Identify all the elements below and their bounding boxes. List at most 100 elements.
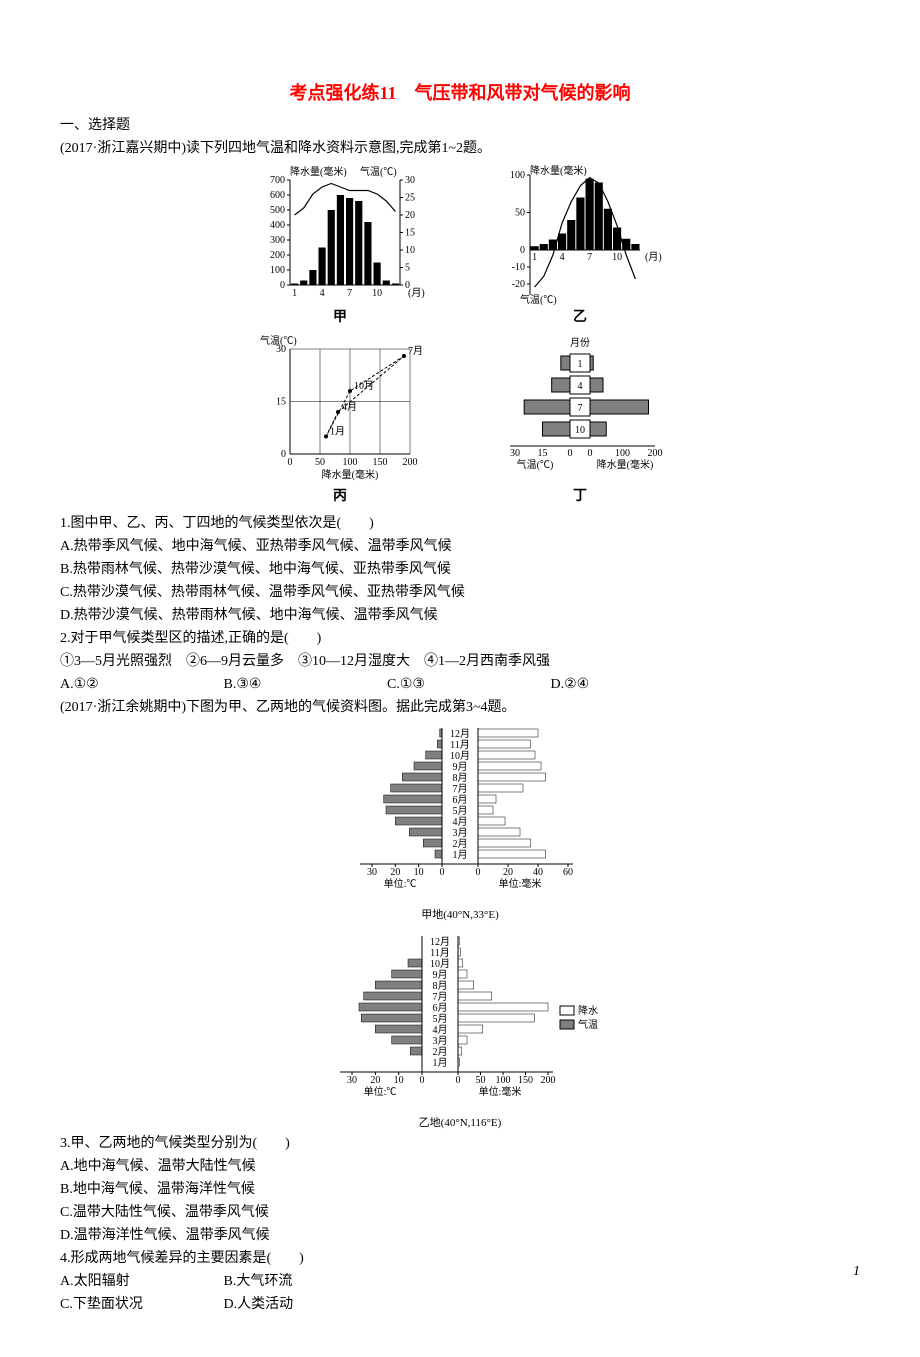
svg-text:20: 20	[390, 867, 400, 878]
chart-jia2-sublabel: 甲地(40°N,33°E)	[60, 907, 860, 924]
svg-text:40: 40	[533, 867, 543, 878]
chart-jia2-wrap: 12月11月10月9月8月7月6月5月4月3月2月1月3020100020406…	[60, 720, 860, 924]
svg-text:0: 0	[520, 245, 525, 256]
svg-text:0: 0	[440, 867, 445, 878]
svg-text:7月: 7月	[408, 345, 423, 357]
svg-text:(月): (月)	[408, 287, 425, 299]
q2-statements: ①3—5月光照强烈 ②6—9月云量多 ③10—12月湿度大 ④1—2月西南季风强	[60, 651, 860, 672]
svg-text:0: 0	[588, 448, 593, 459]
q4-row1: A.太阳辐射 B.大气环流	[60, 1271, 860, 1292]
q1-opt-b: B.热带雨林气候、热带沙漠气候、地中海气候、亚热带季风气候	[60, 559, 860, 580]
svg-text:15: 15	[276, 397, 286, 408]
chart-jia-svg: 降水量(毫米)气温(℃)0100200300400500600700051015…	[250, 165, 430, 305]
svg-text:7: 7	[347, 288, 352, 299]
svg-text:气温: 气温	[578, 1018, 598, 1031]
q2-opt-d: D.②④	[551, 674, 711, 695]
svg-text:0: 0	[280, 280, 285, 291]
svg-text:100: 100	[496, 1075, 511, 1086]
svg-text:4月: 4月	[342, 401, 357, 413]
q2-options: A.①② B.③④ C.①③ D.②④	[60, 674, 860, 695]
svg-text:3月: 3月	[453, 827, 468, 839]
svg-text:气温(℃): 气温(℃)	[360, 165, 397, 178]
svg-text:9月: 9月	[433, 969, 448, 981]
chart-row-1: 降水量(毫米)气温(℃)0100200300400500600700051015…	[60, 165, 860, 328]
chart-ding: 月份14710301500100200气温(℃)降水量(毫米) 丁	[490, 334, 670, 507]
svg-text:100: 100	[343, 457, 358, 468]
svg-text:400: 400	[270, 220, 285, 231]
chart-row-2: 气温(℃)015300501001502001月4月7月10月降水量(毫米) 丙…	[60, 334, 860, 507]
q1-stem: 1.图中甲、乙、丙、丁四地的气候类型依次是( )	[60, 513, 860, 534]
chart-ding-label: 丁	[573, 486, 587, 507]
svg-text:单位:毫米: 单位:毫米	[499, 877, 542, 890]
svg-text:7月: 7月	[433, 991, 448, 1003]
chart-yi: 降水量(毫米)501000-10-2014710(月)气温(℃) 乙	[490, 165, 670, 328]
svg-text:150: 150	[518, 1075, 533, 1086]
svg-text:100: 100	[270, 265, 285, 276]
svg-text:(月): (月)	[645, 251, 662, 263]
chart-jia: 降水量(毫米)气温(℃)0100200300400500600700051015…	[250, 165, 430, 328]
q4-opt-b: B.大气环流	[224, 1271, 384, 1292]
q4-opt-c: C.下垫面状况	[60, 1294, 220, 1315]
q4-stem: 4.形成两地气候差异的主要因素是( )	[60, 1248, 860, 1269]
chart-ding-svg: 月份14710301500100200气温(℃)降水量(毫米)	[490, 334, 670, 484]
svg-text:4月: 4月	[433, 1024, 448, 1036]
svg-text:100: 100	[615, 448, 630, 459]
chart-yi-svg: 降水量(毫米)501000-10-2014710(月)气温(℃)	[490, 165, 670, 305]
q4-row2: C.下垫面状况 D.人类活动	[60, 1294, 860, 1315]
svg-text:10: 10	[414, 867, 424, 878]
svg-text:降水量(毫米): 降水量(毫米)	[597, 458, 654, 471]
svg-text:30: 30	[367, 867, 377, 878]
svg-text:1月: 1月	[453, 849, 468, 861]
svg-text:8月: 8月	[433, 980, 448, 992]
q2-opt-b: B.③④	[224, 674, 384, 695]
svg-text:0: 0	[476, 867, 481, 878]
chart-bing-label: 丙	[333, 486, 347, 507]
section-heading: 一、选择题	[60, 115, 860, 136]
svg-text:100: 100	[510, 170, 525, 181]
svg-text:3月: 3月	[433, 1035, 448, 1047]
svg-text:1: 1	[578, 359, 583, 370]
svg-text:降水: 降水	[578, 1004, 598, 1017]
svg-text:11月: 11月	[430, 947, 450, 959]
svg-text:10: 10	[372, 288, 382, 299]
svg-text:5月: 5月	[433, 1013, 448, 1025]
svg-text:20: 20	[370, 1075, 380, 1086]
svg-text:4: 4	[560, 252, 565, 263]
svg-text:6月: 6月	[453, 794, 468, 806]
svg-text:降水量(毫米): 降水量(毫米)	[290, 165, 347, 178]
svg-text:30: 30	[276, 344, 286, 355]
q3-opt-a: A.地中海气候、温带大陆性气候	[60, 1156, 860, 1177]
intro-text-1: (2017·浙江嘉兴期中)读下列四地气温和降水资料示意图,完成第1~2题。	[60, 138, 860, 159]
svg-text:15: 15	[538, 448, 548, 459]
svg-text:5: 5	[405, 263, 410, 274]
svg-text:150: 150	[373, 457, 388, 468]
q2-opt-a: A.①②	[60, 674, 220, 695]
svg-text:10月: 10月	[450, 750, 470, 762]
q4-opt-d: D.人类活动	[224, 1294, 384, 1315]
svg-text:30: 30	[347, 1075, 357, 1086]
svg-text:2月: 2月	[433, 1046, 448, 1058]
svg-text:降水量(毫米): 降水量(毫米)	[530, 165, 587, 177]
svg-text:-20: -20	[512, 279, 525, 290]
svg-text:15: 15	[405, 228, 415, 239]
svg-text:200: 200	[648, 448, 663, 459]
svg-text:2月: 2月	[453, 838, 468, 850]
svg-text:0: 0	[420, 1075, 425, 1086]
svg-text:30: 30	[510, 448, 520, 459]
svg-text:7: 7	[578, 403, 583, 414]
svg-text:1: 1	[292, 288, 297, 299]
chart-yi2-svg: 12月11月10月9月8月7月6月5月4月3月2月1月3020100050100…	[310, 928, 610, 1108]
svg-text:月份: 月份	[570, 337, 590, 349]
page-title: 考点强化练11 气压带和风带对气候的影响	[60, 80, 860, 107]
svg-text:1月: 1月	[330, 426, 345, 438]
svg-text:50: 50	[515, 208, 525, 219]
svg-text:200: 200	[270, 250, 285, 261]
chart-bing-svg: 气温(℃)015300501001502001月4月7月10月降水量(毫米)	[250, 334, 430, 484]
svg-text:10: 10	[575, 425, 585, 436]
svg-text:300: 300	[270, 235, 285, 246]
svg-text:10: 10	[612, 252, 622, 263]
page-number: 1	[853, 1261, 860, 1282]
chart-bing: 气温(℃)015300501001502001月4月7月10月降水量(毫米) 丙	[250, 334, 430, 507]
svg-text:600: 600	[270, 190, 285, 201]
svg-text:1: 1	[532, 252, 537, 263]
